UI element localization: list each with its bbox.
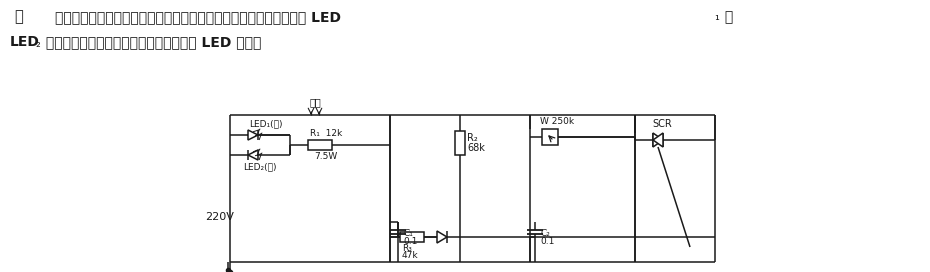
Text: 作全波指示。如果是半通则只有其中一只 LED 发光。: 作全波指示。如果是半通则只有其中一只 LED 发光。	[41, 35, 261, 49]
Text: 输出: 输出	[309, 97, 321, 107]
Polygon shape	[248, 150, 258, 160]
Text: W 250k: W 250k	[540, 117, 574, 126]
Text: 47k: 47k	[402, 251, 418, 260]
Text: 7.5W: 7.5W	[314, 152, 338, 161]
Text: R₁  12k: R₁ 12k	[310, 129, 342, 138]
Text: 0.1: 0.1	[540, 237, 554, 246]
Text: ₂: ₂	[35, 37, 40, 50]
Text: 68k: 68k	[467, 143, 485, 153]
Text: 图: 图	[14, 10, 22, 24]
Text: LED₂(绿): LED₂(绿)	[243, 162, 276, 171]
Text: ₁: ₁	[714, 10, 719, 23]
Bar	[400, 232, 424, 242]
Text: 220V: 220V	[205, 212, 233, 222]
Text: 和: 和	[720, 10, 733, 24]
Text: 0.1: 0.1	[403, 237, 418, 246]
Bar	[455, 131, 465, 155]
Bar	[308, 140, 332, 150]
Text: LED: LED	[10, 35, 40, 49]
Text: C₁: C₁	[403, 229, 413, 238]
Polygon shape	[248, 130, 258, 140]
Text: R₂: R₂	[467, 133, 478, 143]
Text: R₃: R₃	[402, 244, 412, 253]
Text: LED₁(红): LED₁(红)	[249, 119, 283, 128]
Polygon shape	[437, 231, 447, 243]
Text: SCR: SCR	[652, 119, 671, 129]
Text: C₂: C₂	[540, 229, 550, 238]
Polygon shape	[653, 133, 663, 147]
Bar	[542, 129, 558, 145]
Polygon shape	[653, 133, 663, 147]
Text: 所示电路是采用阻容移相触发双向可控硅的调压电路。它的特点是用 LED: 所示电路是采用阻容移相触发双向可控硅的调压电路。它的特点是用 LED	[55, 10, 341, 24]
